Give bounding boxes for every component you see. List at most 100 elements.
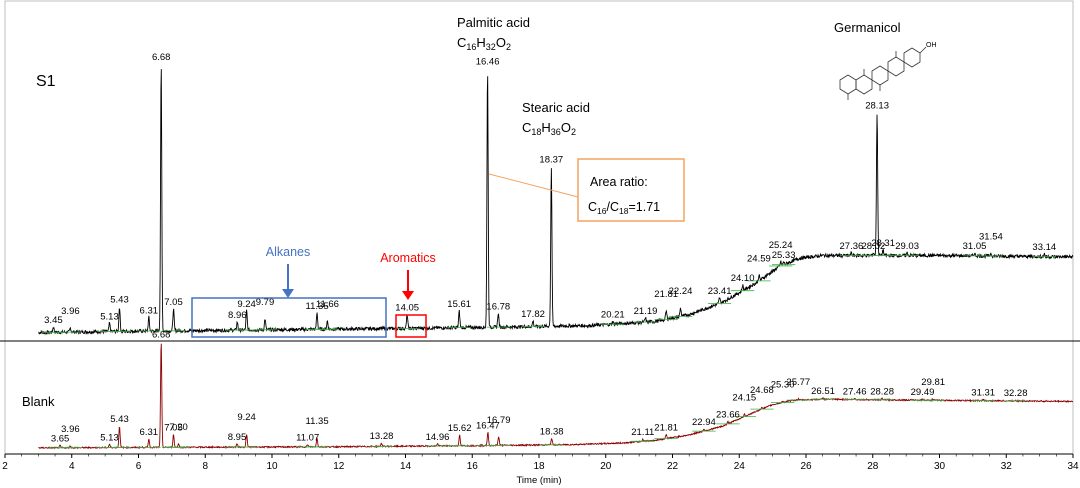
peak-label: 26.51	[811, 386, 835, 397]
peak-label: 15.62	[448, 423, 472, 434]
peak-label: 9.79	[256, 297, 275, 308]
palmitic-acid-formula: C16H32O2	[457, 35, 511, 52]
palmitic-o-sub: 2	[506, 42, 511, 52]
area-ratio-number: =1.71	[628, 200, 660, 214]
x-tick-label: 32	[1001, 461, 1013, 472]
peak-label: 27.36	[840, 241, 864, 252]
ring-d	[887, 56, 905, 77]
peak-label: 21.19	[634, 306, 658, 317]
x-tick-label: 22	[667, 461, 679, 472]
ring-a	[839, 74, 857, 95]
peak-label: 11.66	[316, 299, 339, 310]
peak-label: 3.96	[61, 306, 80, 317]
area-ratio-title: Area ratio:	[590, 175, 648, 189]
x-tick-label: 26	[800, 461, 812, 472]
peak-label: 14.96	[426, 432, 450, 443]
peak-label: 24.68	[750, 385, 774, 396]
x-axis: 2 4 6 8 10 12 14 16 18 20 22 24 26 28 30 32 34	[2, 453, 1079, 472]
peak-label: 28.13	[865, 101, 889, 112]
peak-label: 18.38	[540, 426, 564, 437]
peak-label: 20.21	[601, 309, 625, 320]
x-tick-label: 10	[266, 461, 278, 472]
peak-label: 23.41	[708, 286, 732, 297]
alkanes-label: Alkanes	[266, 245, 310, 259]
peak-label: 25.33	[772, 250, 796, 261]
x-tick-label: 4	[69, 461, 75, 472]
x-tick-label: 6	[136, 461, 142, 472]
x-axis-label: Time (min)	[516, 475, 561, 486]
peak-label: 32.28	[1004, 388, 1028, 399]
germanicol-structure	[839, 46, 927, 100]
stearic-acid-formula: C18H36O2	[522, 120, 576, 137]
stearic-h-sub: 36	[551, 127, 561, 137]
area-ratio-sub-a: 16	[597, 206, 607, 216]
peak-label: 29.81	[921, 377, 945, 388]
peak-label: 14.05	[395, 303, 419, 314]
peak-label: 7.05	[164, 422, 183, 433]
peak-label: 6.31	[140, 305, 159, 316]
s1-panel: 3.453.96 5.13 5.43 6.31 6.68 7.05 8.969.24 9.79…	[38, 52, 1074, 336]
ring-b	[855, 74, 873, 95]
x-tick-label: 14	[400, 461, 412, 472]
peak-label: 6.68	[152, 330, 171, 341]
x-tick-label: 8	[202, 461, 208, 472]
plot-frame	[4, 0, 1074, 455]
area-ratio-leader-line	[488, 173, 579, 198]
x-tick-label: 2	[2, 461, 8, 472]
peak-label: 27.46	[843, 387, 867, 398]
x-tick-label: 20	[600, 461, 612, 472]
x-tick-label: 34	[1067, 461, 1079, 472]
alkanes-box	[191, 297, 387, 338]
alkanes-arrow-head	[282, 289, 294, 298]
peak-label: 13.28	[370, 431, 394, 442]
peak-label: 7.20	[169, 422, 188, 433]
aromatics-arrow-head	[402, 291, 414, 300]
peak-label: 9.24	[237, 299, 256, 310]
peak-label: 16.47	[476, 421, 500, 432]
chromatogram-trace	[38, 69, 1074, 336]
peak-label: 22.24	[669, 286, 693, 297]
peak-label: 16.46	[476, 57, 500, 68]
stearic-acid-label: Stearic acid	[522, 100, 590, 115]
peak-label: 3.96	[61, 424, 80, 435]
x-tick-label: 16	[467, 461, 479, 472]
aromatics-box	[395, 314, 427, 338]
stearic-c-sub: 18	[531, 127, 541, 137]
x-tick-label: 30	[934, 461, 946, 472]
peak-label: 16.78	[486, 301, 510, 312]
palmitic-h-sub: 32	[486, 42, 496, 52]
peak-label: 6.31	[140, 427, 159, 438]
blank-sample-label: Blank	[22, 394, 55, 409]
peak-label: 5.43	[110, 295, 129, 306]
peak-label: 11.35	[306, 416, 329, 427]
peak-label: 31.05	[963, 241, 987, 252]
ring-c	[871, 65, 889, 86]
peak-label: 8.95	[228, 432, 247, 443]
peak-label: 11.35	[306, 301, 329, 312]
palmitic-acid-label: Palmitic acid	[457, 15, 530, 30]
x-tick-label: 18	[533, 461, 545, 472]
s1-sample-label: S1	[36, 73, 56, 90]
peak-label: 28.28	[870, 387, 894, 398]
peak-label: 3.65	[51, 434, 70, 445]
stearic-o-sub: 2	[571, 127, 576, 137]
peak-label: 22.94	[692, 417, 716, 428]
peak-label: 28.31	[871, 238, 895, 249]
peak-label: 31.31	[971, 388, 995, 399]
peak-label: 6.68	[152, 52, 171, 63]
peak-label: 29.49	[911, 387, 935, 398]
peak-label: 24.15	[732, 392, 756, 403]
peak-label: 24.10	[731, 273, 755, 284]
peak-label: 21.11	[631, 427, 654, 438]
blank-panel: 3.653.96 5.13 5.43 6.31 6.68 7.057.20 8.95 9.24…	[38, 330, 1074, 450]
peak-label: 8.96	[228, 310, 247, 321]
peak-label: 17.82	[521, 309, 545, 320]
peak-label: 15.61	[447, 299, 471, 310]
peak-label: 5.43	[110, 414, 129, 425]
peak-label: 28.02	[862, 241, 886, 252]
peak-label: 24.59	[747, 253, 771, 264]
aromatics-label: Aromatics	[380, 251, 436, 265]
peak-label: 29.03	[895, 241, 919, 252]
palmitic-c-sub: 16	[466, 42, 476, 52]
